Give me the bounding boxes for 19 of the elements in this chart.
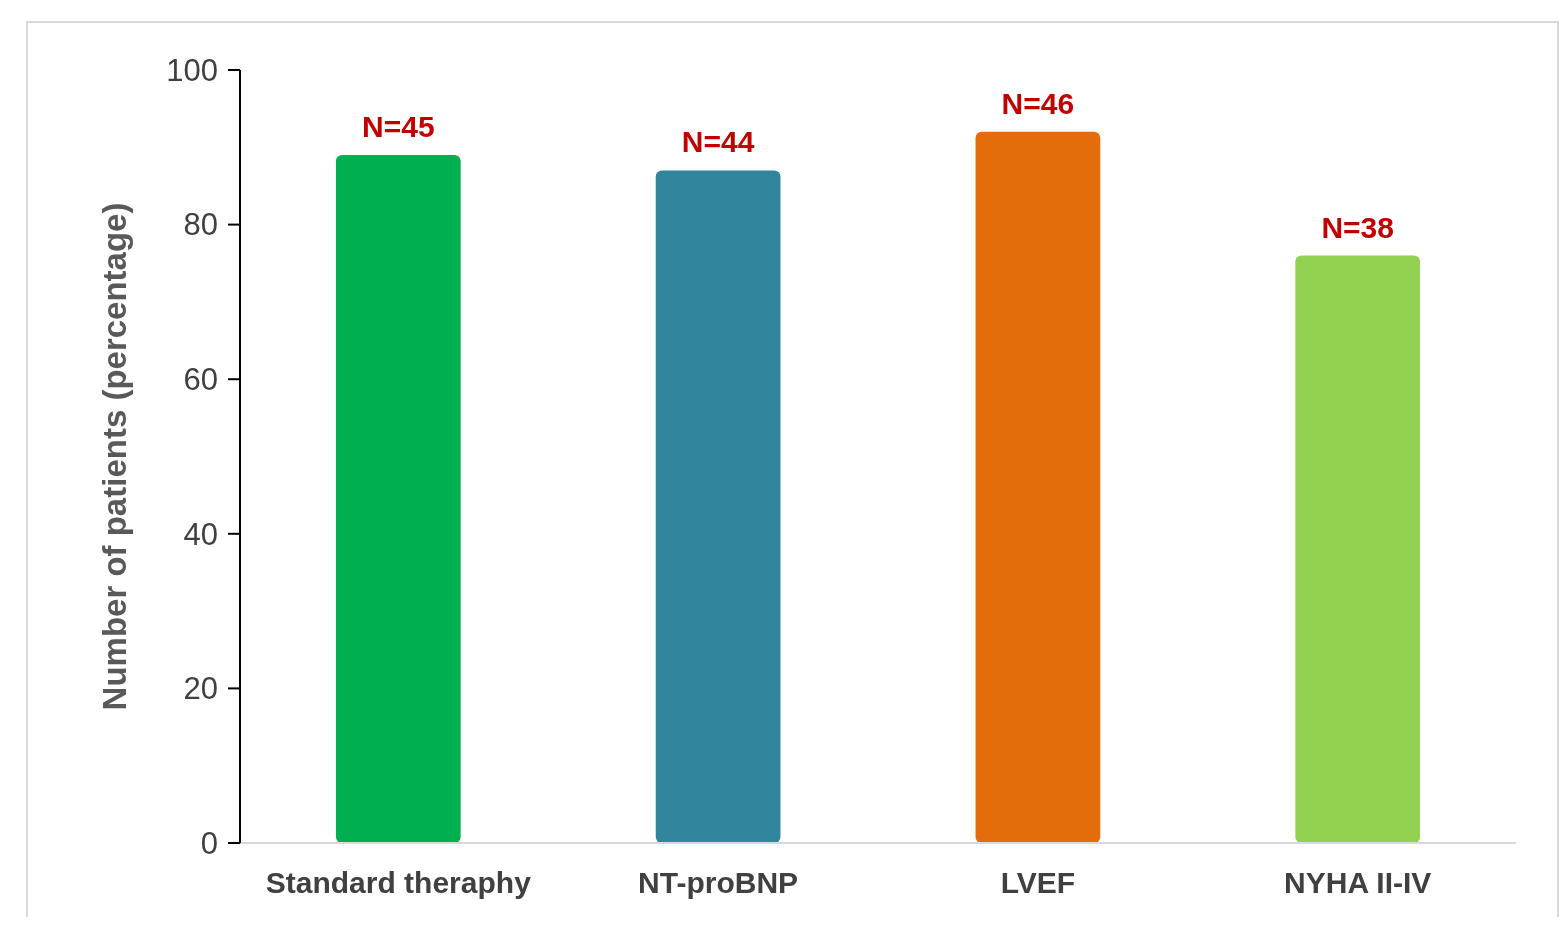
annotation: N=38	[1321, 210, 1394, 244]
x-tick-label: NYHA II-IV	[1284, 866, 1432, 899]
x-tick-label: LVEF	[1000, 866, 1076, 899]
y-tick-label: 20	[183, 671, 218, 707]
y-tick-label: 60	[183, 362, 218, 398]
annotation: N=44	[681, 125, 755, 159]
y-tick-label: 40	[183, 516, 218, 552]
x-tick-label: NT-proBNP	[638, 866, 799, 899]
y-tick-label: 0	[200, 825, 218, 861]
y-tick-label: 100	[166, 52, 218, 88]
bar	[655, 170, 781, 843]
y-tick-label: 80	[183, 207, 218, 243]
annotation: N=45	[362, 110, 435, 144]
bar	[975, 131, 1101, 843]
bar	[335, 155, 461, 843]
y-axis-title: Number of patients (percentage)	[96, 202, 133, 711]
x-tick-label: Standard theraphy	[265, 866, 532, 899]
bar	[1295, 255, 1421, 843]
annotation: N=46	[1001, 86, 1075, 120]
